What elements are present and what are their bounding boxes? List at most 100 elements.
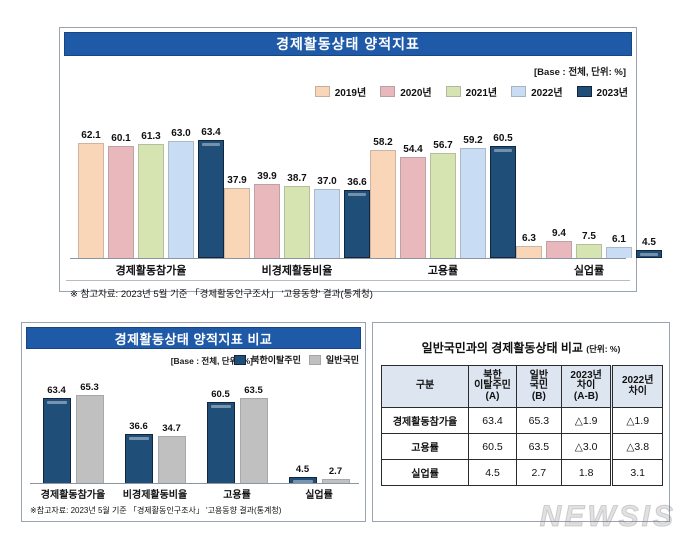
table-header-cell: 2022년차이 — [612, 366, 663, 408]
bar-value-label: 6.3 — [522, 233, 536, 244]
bar-value-label: 37.0 — [317, 176, 336, 187]
bar — [636, 250, 662, 258]
bar-item: 63.4 — [198, 110, 224, 258]
bar-value-label: 63.4 — [47, 385, 66, 396]
bar-value-label: 61.3 — [141, 131, 160, 142]
table-header-line: (A-B) — [563, 392, 610, 403]
bar-item: 61.3 — [138, 110, 164, 258]
bar-item: 2.7 — [322, 373, 350, 483]
bar-item: 39.9 — [254, 110, 280, 258]
table-header-cell: 북한이탈주민(A) — [469, 366, 517, 408]
legend-label: 2020년 — [400, 84, 431, 99]
comparison-category-labels: 경제활동참가율비경제활동비율고용률실업률 — [30, 486, 359, 502]
bar-group: 36.634.7 — [116, 373, 194, 483]
bar — [207, 402, 235, 483]
bar-group: 62.160.161.363.063.4 — [76, 110, 226, 258]
bar-value-label: 63.0 — [171, 128, 190, 139]
bar-item: 63.5 — [240, 373, 268, 483]
bar-item: 65.3 — [76, 373, 104, 483]
bar-group: 63.4 65.3 — [34, 373, 112, 483]
bar — [314, 189, 340, 258]
table-row: 실업률4.52.71.83.1 — [382, 460, 663, 486]
bar — [224, 188, 250, 258]
bar — [490, 146, 516, 258]
legend-item: 2020년 — [380, 84, 431, 99]
comparison-table-head: 구분북한이탈주민(A)일반국민(B)2023년차이(A-B)2022년차이 — [382, 366, 663, 408]
legend-item: 북한이탈주민 — [234, 353, 301, 366]
bar-value-label: 54.4 — [403, 144, 422, 155]
table-cell: 63.5 — [516, 434, 561, 460]
bar-item: 6.1 — [606, 110, 632, 258]
top-chart-axis — [70, 258, 626, 259]
table-cell: 4.5 — [469, 460, 517, 486]
bar-value-label: 60.5 — [493, 133, 512, 144]
bar — [344, 190, 370, 258]
bar — [108, 146, 134, 258]
bar-value-label: 56.7 — [433, 140, 452, 151]
legend-item: 일반국민 — [309, 353, 359, 366]
bar-item: 63.4 — [43, 373, 71, 483]
category-label: 비경제활동비율 — [123, 486, 187, 501]
bar-value-label: 6.1 — [612, 234, 626, 245]
bar — [516, 246, 542, 258]
top-chart-footnote: ※ 참고자료: 2023년 5월 기준 「경제활동인구조사」 '고용동향' 결과… — [70, 286, 373, 300]
bar-item: 58.2 — [370, 110, 396, 258]
table-cell: △3.8 — [612, 434, 663, 460]
bar — [254, 184, 280, 258]
bar-item: 59.2 — [460, 110, 486, 258]
legend-swatch — [309, 355, 321, 365]
bar — [76, 395, 104, 483]
bar-value-label: 9.4 — [552, 228, 566, 239]
bar-item: 38.7 — [284, 110, 310, 258]
bar-group: 6.39.47.56.14.5 — [514, 110, 664, 258]
table-cell: 63.4 — [469, 408, 517, 434]
table-header-row: 구분북한이탈주민(A)일반국민(B)2023년차이(A-B)2022년차이 — [382, 366, 663, 408]
bar-value-label: 38.7 — [287, 173, 306, 184]
legend-swatch — [380, 86, 395, 97]
bar-value-label: 65.3 — [80, 382, 99, 393]
bar — [78, 143, 104, 258]
comparison-chart-axis — [30, 483, 359, 484]
legend-swatch — [234, 355, 246, 365]
legend-label: 북한이탈주민 — [251, 353, 301, 366]
comparison-table: 구분북한이탈주민(A)일반국민(B)2023년차이(A-B)2022년차이 경제… — [381, 365, 663, 486]
comparison-chart-footnote: ※참고자료: 2023년 5월 기준 「경제활동인구조사」 '고용동향 결과(통… — [30, 505, 281, 516]
legend-item: 2021년 — [446, 84, 497, 99]
bar — [606, 247, 632, 258]
category-label: 고용률 — [428, 262, 458, 278]
legend-item: 2023년 — [577, 84, 628, 99]
bar — [284, 186, 310, 258]
bar-value-label: 59.2 — [463, 135, 482, 146]
bar-value-label: 37.9 — [227, 175, 246, 186]
bar-item: 4.5 — [289, 373, 317, 483]
bar — [400, 157, 426, 258]
comparison-table-body: 경제활동참가율63.465.3△1.9△1.9고용률60.563.5△3.0△3… — [382, 408, 663, 486]
top-chart-panel: 경제활동상태 양적지표 [Base : 전체, 단위: %] 2019년2020… — [59, 27, 637, 292]
table-header-line: 구분 — [383, 381, 467, 392]
legend-swatch — [577, 86, 592, 97]
top-chart-legend: 2019년2020년2021년2022년2023년 — [60, 84, 628, 99]
table-header-line: 2022년 — [614, 376, 661, 387]
bar-item: 6.3 — [516, 110, 542, 258]
bar — [370, 150, 396, 258]
bar-item: 54.4 — [400, 110, 426, 258]
bar-value-label: 63.4 — [201, 127, 220, 138]
bar-item: 9.4 — [546, 110, 572, 258]
bar — [198, 140, 224, 258]
top-chart-category-labels: 경제활동참가율비경제활동비율고용률실업률 — [70, 262, 626, 282]
table-row: 고용률60.563.5△3.0△3.8 — [382, 434, 663, 460]
bar-item: 36.6 — [125, 373, 153, 483]
category-label: 실업률 — [574, 262, 604, 278]
table-row-label: 고용률 — [382, 434, 469, 460]
bar-group: 60.563.5 — [198, 373, 276, 483]
legend-item: 2019년 — [315, 84, 366, 99]
bar-item: 37.9 — [224, 110, 250, 258]
comparison-chart-panel: 경제활동상태 양적지표 비교 [Base : 전체, 단위: %] 북한이탈주민… — [21, 322, 366, 522]
table-cell: △3.0 — [561, 434, 612, 460]
top-base-note: [Base : 전체, 단위: %] — [534, 64, 626, 78]
bar-item: 34.7 — [158, 373, 186, 483]
table-row-label: 경제활동참가율 — [382, 408, 469, 434]
comparison-chart-legend: 북한이탈주민 일반국민 — [234, 353, 359, 366]
bar-value-label: 63.5 — [244, 385, 263, 396]
bar — [158, 436, 186, 483]
